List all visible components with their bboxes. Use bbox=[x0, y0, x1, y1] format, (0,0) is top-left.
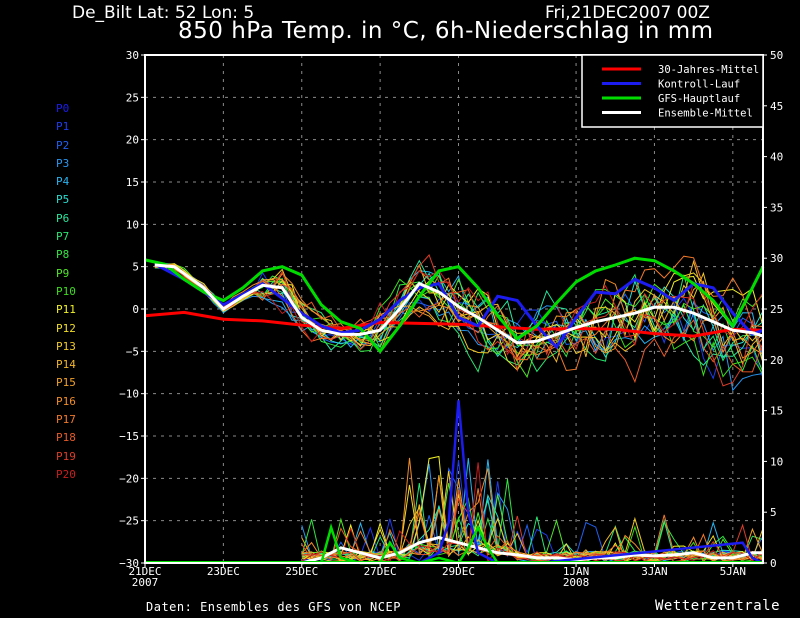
y-left-tick-label: 0 bbox=[132, 303, 139, 316]
member-precip-line bbox=[301, 462, 763, 564]
member-label: P4 bbox=[56, 175, 70, 189]
member-temp-line bbox=[154, 265, 763, 384]
member-list: P0 P1 P2 P3 P4 P5 P6 P7 P8 P9 P10 P11 P12 P13 P14 P15 P1… bbox=[56, 100, 76, 484]
member-label: P8 bbox=[56, 248, 70, 262]
member-label: P5 bbox=[56, 193, 70, 207]
y-left-tick-label: −30 bbox=[119, 557, 139, 570]
member-label: P15 bbox=[56, 376, 76, 390]
y-left-tick-label: 15 bbox=[126, 176, 139, 189]
y-right-tick-label: 10 bbox=[770, 455, 783, 468]
legend: 30-Jahres-Mittel Kontroll-Lauf GFS-Hauptla… bbox=[581, 54, 764, 128]
y-right-tick-label: 25 bbox=[770, 303, 783, 316]
y-left-tick-label: 5 bbox=[132, 261, 139, 274]
member-temp-line bbox=[154, 255, 763, 372]
y-right-tick-label: 5 bbox=[770, 506, 777, 519]
temp-line-kontroll-lauf bbox=[154, 262, 764, 350]
temp-line-30-jahres-mittel bbox=[144, 310, 764, 338]
y-left-tick-label: 10 bbox=[126, 218, 139, 231]
precip-line-ensemble-mittel bbox=[301, 536, 763, 565]
x-tick-label: 23DEC bbox=[207, 565, 240, 578]
y-left-tick-label: −15 bbox=[119, 430, 139, 443]
x-tick-label: 5JAN bbox=[720, 565, 747, 578]
x-tick-sublabel: 2007 bbox=[132, 576, 159, 589]
temp-line-gfs-hauptlauf bbox=[144, 256, 765, 354]
model-run-label: Fri,21DEC2007 00Z bbox=[545, 3, 710, 23]
x-tick-label: 1JAN bbox=[563, 565, 590, 578]
brand-label: Wetterzentrale bbox=[655, 598, 781, 614]
member-label: P10 bbox=[56, 284, 76, 298]
member-temp-line bbox=[154, 264, 763, 354]
x-tick-sublabel: 2008 bbox=[563, 576, 590, 589]
station-label: De_Bilt Lat: 52 Lon: 5 bbox=[72, 3, 255, 23]
member-label: P17 bbox=[56, 413, 76, 427]
chart-title: 850 hPa Temp. in °C, 6h-Niederschlag in … bbox=[178, 18, 714, 44]
member-precip-line bbox=[301, 455, 763, 563]
y-left-tick-label: 30 bbox=[126, 49, 139, 62]
y-left-tick-label: −20 bbox=[119, 472, 139, 485]
member-label: P13 bbox=[56, 339, 76, 353]
x-tick-label: 25DEC bbox=[285, 565, 318, 578]
y-right-tick-label: 15 bbox=[770, 405, 783, 418]
member-precip-line bbox=[301, 483, 763, 563]
legend-box bbox=[581, 54, 764, 128]
y-right-tick-label: 50 bbox=[770, 49, 783, 62]
member-label: P9 bbox=[56, 266, 70, 280]
x-tick-label: 21DEC bbox=[128, 565, 161, 578]
member-label: P11 bbox=[56, 303, 76, 317]
precip-line-kontroll-lauf bbox=[418, 400, 764, 565]
legend-label: Kontroll-Lauf bbox=[658, 79, 740, 91]
legend-label: 30-Jahres-Mittel bbox=[658, 64, 759, 76]
axes: 302520151050−5−10−15−20−25−3050454035302… bbox=[119, 49, 783, 589]
member-label: P12 bbox=[56, 321, 76, 335]
y-right-tick-label: 20 bbox=[770, 354, 783, 367]
legend-label: Ensemble-Mittel bbox=[658, 108, 753, 120]
member-label: P7 bbox=[56, 230, 70, 244]
y-left-tick-label: −5 bbox=[126, 345, 139, 358]
y-left-tick-label: 20 bbox=[126, 134, 139, 147]
x-tick-label: 27DEC bbox=[364, 565, 397, 578]
member-label: P0 bbox=[56, 102, 70, 115]
member-label: P18 bbox=[56, 431, 76, 445]
member-temp-line bbox=[154, 262, 763, 362]
member-label: P6 bbox=[56, 211, 70, 225]
y-right-tick-label: 40 bbox=[770, 151, 783, 164]
member-label: P19 bbox=[56, 449, 76, 463]
y-left-tick-label: −10 bbox=[119, 388, 139, 401]
y-right-tick-label: 30 bbox=[770, 252, 783, 265]
y-right-tick-label: 45 bbox=[770, 100, 783, 113]
member-label: P20 bbox=[56, 467, 76, 481]
legend-label: GFS-Hauptlauf bbox=[658, 93, 740, 105]
y-left-tick-label: −25 bbox=[119, 515, 139, 528]
member-temp-line bbox=[154, 263, 763, 356]
y-right-tick-label: 35 bbox=[770, 201, 783, 214]
member-label: P3 bbox=[56, 156, 70, 170]
x-tick-label: 29DEC bbox=[442, 565, 475, 578]
x-tick-label: 3JAN bbox=[641, 565, 668, 578]
temp-line-ensemble-mittel bbox=[154, 263, 764, 345]
data-source-label: Daten: Ensembles des GFS von NCEP bbox=[146, 600, 401, 614]
member-label: P2 bbox=[56, 138, 70, 152]
member-label: P16 bbox=[56, 394, 76, 408]
member-label: P1 bbox=[56, 120, 70, 134]
member-label: P14 bbox=[56, 358, 76, 372]
y-left-tick-label: 25 bbox=[126, 91, 139, 104]
y-right-tick-label: 0 bbox=[770, 557, 777, 570]
